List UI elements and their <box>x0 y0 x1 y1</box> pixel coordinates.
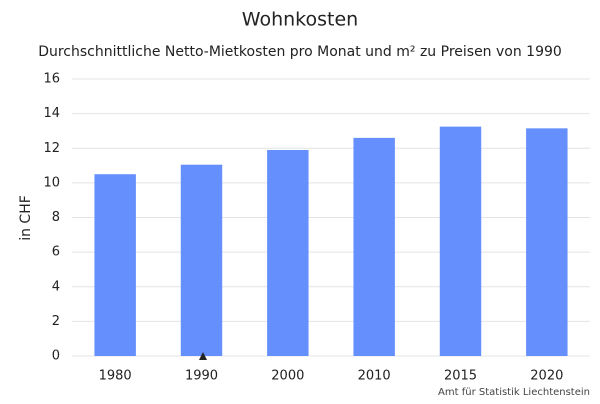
x-tick-label: 2010 <box>358 369 391 384</box>
y-tick-label: 16 <box>43 72 60 87</box>
bar <box>180 164 223 356</box>
bar <box>439 126 482 356</box>
bar <box>267 149 309 356</box>
y-tick-label: 0 <box>52 349 60 364</box>
source-note: Amt für Statistik Liechtenstein <box>438 387 590 398</box>
chart-title: Wohnkosten <box>242 9 358 31</box>
x-tick-label: 1990 <box>185 369 218 384</box>
y-tick-label: 12 <box>43 141 60 156</box>
x-tick-label: 2000 <box>271 369 304 384</box>
y-tick-label: 6 <box>52 245 60 260</box>
chart-subtitle: Durchschnittliche Netto-Mietkosten pro M… <box>38 44 562 60</box>
y-tick-label: 2 <box>52 314 60 329</box>
base-year-marker <box>199 352 207 360</box>
y-tick-label: 8 <box>52 210 60 225</box>
bar <box>353 137 395 356</box>
x-tick-label: 2020 <box>530 369 563 384</box>
y-tick-label: 4 <box>52 279 60 294</box>
bar <box>94 174 136 356</box>
bar <box>526 128 568 356</box>
x-tick-label: 2015 <box>444 369 477 384</box>
y-tick-label: 10 <box>43 175 60 190</box>
y-tick-label: 14 <box>43 106 60 121</box>
y-axis-label: in CHF <box>18 195 34 241</box>
x-tick-label: 1980 <box>99 369 132 384</box>
